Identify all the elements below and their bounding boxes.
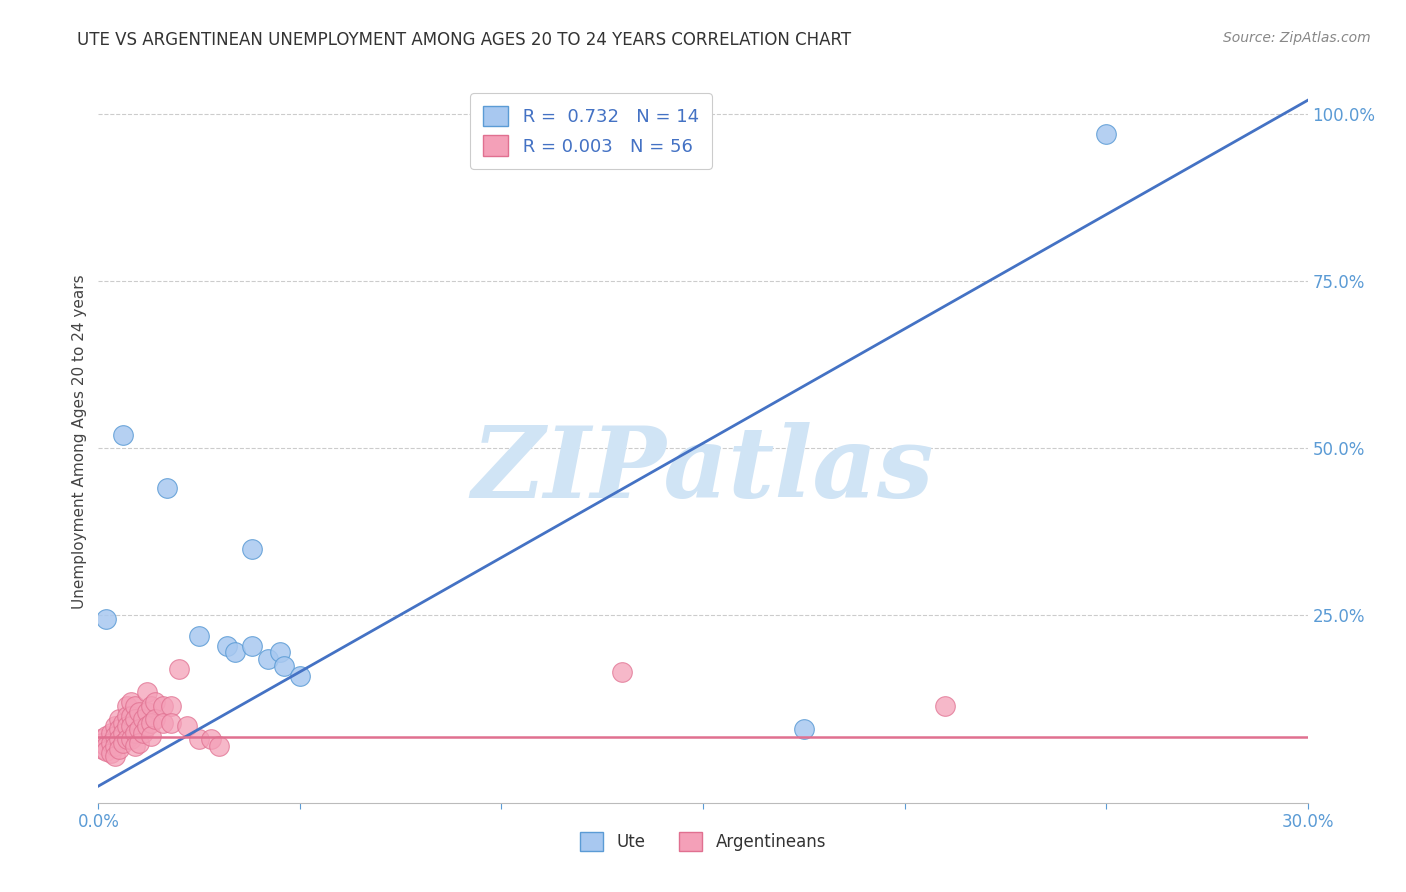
Point — [120, 696, 142, 710]
Point — [188, 732, 211, 747]
Point — [1095, 127, 1118, 141]
Point — [139, 729, 162, 743]
Point — [124, 712, 146, 726]
Point — [107, 732, 129, 747]
Text: ZIPatlas: ZIPatlas — [472, 422, 934, 518]
Point — [167, 662, 190, 676]
Point — [612, 665, 634, 680]
Point — [240, 639, 263, 653]
Text: UTE VS ARGENTINEAN UNEMPLOYMENT AMONG AGES 20 TO 24 YEARS CORRELATION CHART: UTE VS ARGENTINEAN UNEMPLOYMENT AMONG AG… — [77, 31, 852, 49]
Point — [135, 719, 157, 733]
Point — [132, 725, 155, 739]
Point — [115, 708, 138, 723]
Point — [224, 645, 246, 659]
Point — [124, 698, 146, 713]
Point — [103, 749, 125, 764]
Point — [100, 735, 122, 749]
Point — [100, 746, 122, 760]
Point — [115, 719, 138, 733]
Point — [115, 698, 138, 713]
Point — [217, 639, 239, 653]
Point — [208, 739, 231, 753]
Point — [288, 669, 311, 683]
Point — [107, 712, 129, 726]
Point — [120, 732, 142, 747]
Point — [240, 541, 263, 556]
Point — [100, 725, 122, 739]
Point — [89, 732, 111, 747]
Y-axis label: Unemployment Among Ages 20 to 24 years: Unemployment Among Ages 20 to 24 years — [72, 274, 87, 609]
Point — [91, 735, 114, 749]
Point — [96, 739, 118, 753]
Point — [269, 645, 291, 659]
Point — [132, 712, 155, 726]
Point — [934, 698, 956, 713]
Point — [103, 729, 125, 743]
Point — [128, 706, 150, 720]
Point — [111, 735, 134, 749]
Point — [120, 719, 142, 733]
Point — [143, 712, 166, 726]
Point — [103, 719, 125, 733]
Point — [139, 715, 162, 730]
Point — [273, 658, 295, 673]
Point — [152, 698, 174, 713]
Point — [160, 715, 183, 730]
Point — [111, 715, 134, 730]
Point — [107, 723, 129, 737]
Point — [160, 698, 183, 713]
Point — [96, 744, 118, 758]
Point — [135, 685, 157, 699]
Point — [91, 742, 114, 756]
Point — [115, 732, 138, 747]
Point — [111, 428, 134, 442]
Legend: Ute, Argentineans: Ute, Argentineans — [572, 823, 834, 860]
Point — [111, 725, 134, 739]
Point — [128, 723, 150, 737]
Point — [135, 706, 157, 720]
Point — [103, 739, 125, 753]
Point — [793, 723, 815, 737]
Point — [152, 715, 174, 730]
Point — [124, 725, 146, 739]
Point — [124, 739, 146, 753]
Point — [139, 698, 162, 713]
Point — [143, 696, 166, 710]
Point — [120, 708, 142, 723]
Point — [96, 729, 118, 743]
Point — [107, 742, 129, 756]
Point — [128, 735, 150, 749]
Point — [200, 732, 222, 747]
Point — [96, 612, 118, 626]
Text: Source: ZipAtlas.com: Source: ZipAtlas.com — [1223, 31, 1371, 45]
Point — [156, 482, 179, 496]
Point — [256, 652, 278, 666]
Point — [188, 628, 211, 642]
Point — [176, 719, 198, 733]
